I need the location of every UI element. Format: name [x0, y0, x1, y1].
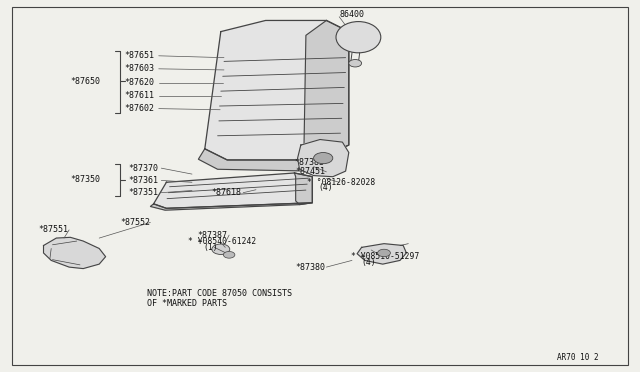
Ellipse shape [336, 22, 381, 53]
Text: *87620: *87620 [125, 78, 155, 87]
Polygon shape [304, 20, 349, 160]
Polygon shape [150, 203, 312, 210]
Text: *87451: *87451 [296, 167, 326, 176]
Polygon shape [298, 140, 349, 177]
Text: * ¥08540-61242: * ¥08540-61242 [188, 237, 257, 246]
Text: *87383: *87383 [294, 158, 324, 167]
Text: *87602: *87602 [125, 104, 155, 113]
Text: NOTE:PART CODE 87050 CONSISTS: NOTE:PART CODE 87050 CONSISTS [147, 289, 292, 298]
Text: *87370: *87370 [128, 164, 158, 173]
Text: *87361: *87361 [128, 176, 158, 185]
Text: *87387: *87387 [197, 231, 227, 240]
Text: (4): (4) [318, 183, 333, 192]
Circle shape [314, 153, 333, 164]
Polygon shape [205, 20, 349, 160]
Text: *87611: *87611 [125, 92, 155, 100]
Polygon shape [154, 173, 312, 208]
Text: (1): (1) [204, 243, 218, 252]
Text: OF *MARKED PARTS: OF *MARKED PARTS [147, 299, 227, 308]
Text: 86400: 86400 [339, 10, 364, 19]
Text: *87618: *87618 [211, 188, 241, 197]
Text: (4): (4) [362, 258, 376, 267]
Text: *87551: *87551 [38, 225, 68, 234]
Circle shape [223, 251, 235, 258]
Text: *87650: *87650 [70, 77, 100, 86]
Text: *87603: *87603 [125, 64, 155, 73]
Text: AR70 10 2: AR70 10 2 [557, 353, 598, 362]
Polygon shape [294, 173, 312, 205]
Circle shape [212, 244, 230, 254]
Text: *87552: *87552 [120, 218, 150, 227]
Polygon shape [357, 244, 406, 264]
Text: *87651: *87651 [125, 51, 155, 60]
Text: * °08126-82028: * °08126-82028 [307, 178, 376, 187]
Polygon shape [44, 237, 106, 269]
Text: *87350: *87350 [70, 175, 100, 184]
Text: *87351: *87351 [128, 188, 158, 197]
Polygon shape [198, 149, 314, 171]
Text: *87380: *87380 [296, 263, 326, 272]
Circle shape [378, 249, 390, 257]
Text: * ¥08510-51297: * ¥08510-51297 [351, 252, 419, 261]
Circle shape [349, 60, 362, 67]
